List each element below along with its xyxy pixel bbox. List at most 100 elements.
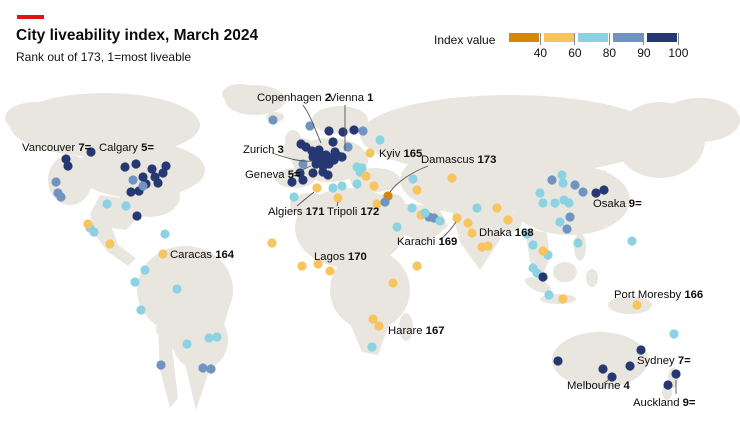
city-dot <box>130 277 140 287</box>
legend-tick-label: 100 <box>668 46 689 60</box>
leader-lines-layer <box>271 104 677 394</box>
city-label: Osaka 9= <box>593 198 642 210</box>
city-dot <box>140 265 150 275</box>
city-label: Geneva 5= <box>245 169 301 181</box>
city-dot <box>204 333 214 343</box>
city-dot <box>295 168 305 178</box>
leader-line <box>389 165 429 193</box>
city-dot <box>311 159 321 169</box>
city-dot <box>369 181 379 191</box>
legend-swatch <box>612 33 643 42</box>
city-label: Calgary 5= <box>99 142 154 154</box>
city-dot <box>147 164 157 174</box>
city-dot <box>671 369 681 379</box>
city-dots-layer <box>51 115 681 390</box>
city-dot <box>550 198 560 208</box>
chart-subtitle: Rank out of 173, 1=most liveable <box>16 50 192 64</box>
city-dot <box>267 238 277 248</box>
city-dot <box>312 183 322 193</box>
city-dot <box>83 219 93 229</box>
city-dot <box>388 278 398 288</box>
city-dot <box>289 192 299 202</box>
city-dot <box>61 154 71 164</box>
legend-tick <box>677 33 679 45</box>
city-dot <box>156 360 166 370</box>
city-dot <box>407 203 417 213</box>
city-dot <box>625 361 635 371</box>
legend-tick <box>643 33 645 45</box>
city-dot <box>105 239 115 249</box>
city-dot <box>372 199 382 209</box>
city-dot <box>375 135 385 145</box>
legend-title: Index value <box>434 33 496 47</box>
city-dot <box>323 170 333 180</box>
city-dot <box>392 222 402 232</box>
city-label: Algiers 171 <box>268 206 325 218</box>
leader-line <box>302 104 322 144</box>
city-dot <box>160 229 170 239</box>
city-dot <box>325 266 335 276</box>
world-land <box>5 84 740 410</box>
city-dot <box>573 238 583 248</box>
city-dot <box>412 261 422 271</box>
city-dot <box>538 272 548 282</box>
city-label: Tripoli 172 <box>327 206 379 218</box>
city-dot <box>297 261 307 271</box>
legend: Index value 40 60 80 90 100 <box>434 31 688 61</box>
city-dot <box>408 174 418 184</box>
city-dot <box>374 321 384 331</box>
leader-line <box>271 152 314 162</box>
city-dot <box>308 168 318 178</box>
city-label: Melbourne 4 <box>567 380 631 392</box>
city-dot <box>538 198 548 208</box>
city-dot <box>308 152 318 162</box>
city-dot <box>314 145 324 155</box>
city-dot <box>352 179 362 189</box>
city-dot <box>558 178 568 188</box>
city-dot <box>338 127 348 137</box>
city-dot <box>669 329 679 339</box>
leader-line <box>603 378 611 384</box>
city-label: Copenhagen 2 <box>257 92 331 104</box>
city-dot <box>206 364 216 374</box>
legend-swatch <box>647 33 678 42</box>
city-dot <box>544 290 554 300</box>
city-dot <box>492 203 502 213</box>
city-dot <box>365 148 375 158</box>
city-dot <box>528 240 538 250</box>
city-dot <box>158 168 168 178</box>
city-dot <box>598 364 608 374</box>
city-dot <box>328 137 338 147</box>
city-label: Dhaka 168 <box>479 227 534 239</box>
city-label: Vancouver 7= <box>22 142 92 154</box>
city-dot <box>328 183 338 193</box>
city-dot <box>361 171 371 181</box>
city-label: Harare 167 <box>388 325 445 337</box>
chart-title: City liveability index, March 2024 <box>16 27 259 44</box>
city-dot <box>578 187 588 197</box>
city-dot <box>89 227 99 237</box>
city-dot <box>305 121 315 131</box>
city-dot <box>636 345 646 355</box>
city-dot <box>298 175 308 185</box>
city-dot <box>558 294 568 304</box>
city-dot <box>102 199 112 209</box>
city-dot <box>172 284 182 294</box>
city-dot <box>128 175 138 185</box>
city-dot <box>555 217 565 227</box>
city-label: Zurich 3 <box>243 144 284 156</box>
leader-line <box>288 165 312 176</box>
city-dot <box>557 170 567 180</box>
city-dot <box>349 125 359 135</box>
city-label: Karachi 169 <box>397 236 457 248</box>
legend-tick-label: 90 <box>637 46 651 60</box>
city-label: Kyiv 165 <box>379 148 422 160</box>
city-dot <box>138 172 148 182</box>
city-dot <box>420 208 430 218</box>
city-dot <box>51 177 61 187</box>
leader-line <box>296 191 315 207</box>
city-dot <box>138 181 148 191</box>
city-dot <box>565 212 575 222</box>
legend-swatch <box>543 33 574 42</box>
city-dot <box>198 363 208 373</box>
